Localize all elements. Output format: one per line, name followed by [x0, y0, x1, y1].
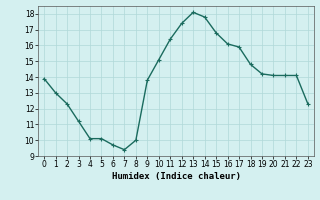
X-axis label: Humidex (Indice chaleur): Humidex (Indice chaleur)	[111, 172, 241, 181]
